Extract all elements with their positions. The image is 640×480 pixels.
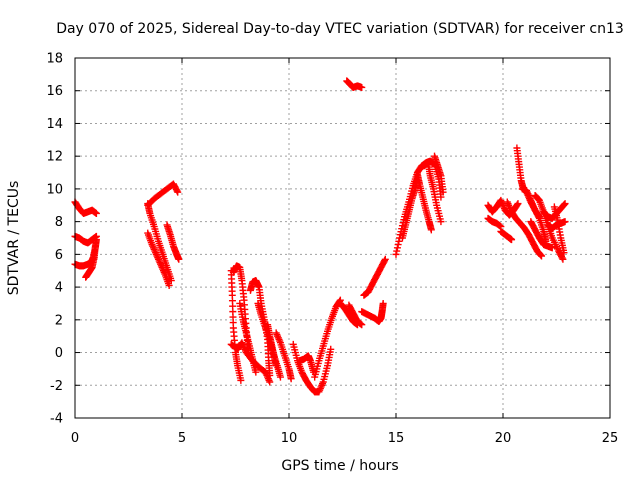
series-track xyxy=(540,200,569,222)
data-point xyxy=(393,244,401,252)
data-point xyxy=(548,244,556,252)
data-point xyxy=(439,188,447,196)
data-point xyxy=(92,236,100,244)
y-axis-label: SDTVAR / TECUs xyxy=(6,181,22,296)
data-point xyxy=(358,321,366,329)
series-track xyxy=(296,352,318,376)
y-tick-label: 18 xyxy=(46,52,63,67)
y-tick-label: 2 xyxy=(55,313,63,328)
data-point xyxy=(393,247,401,255)
series-track xyxy=(497,227,516,244)
data-point xyxy=(559,255,567,263)
data-point xyxy=(437,193,445,201)
series-track xyxy=(229,262,252,357)
data-point xyxy=(561,218,569,226)
data-point xyxy=(513,201,521,209)
data-point xyxy=(381,257,389,265)
data-point xyxy=(381,255,389,263)
data-point xyxy=(276,373,284,381)
data-points xyxy=(71,77,569,396)
series-track xyxy=(398,175,421,242)
series-track xyxy=(71,198,100,217)
y-tick-label: 14 xyxy=(46,117,63,132)
chart-title: Day 070 of 2025, Sidereal Day-to-day VTE… xyxy=(56,21,624,37)
data-point xyxy=(558,254,566,262)
series-track xyxy=(550,203,568,257)
y-tick-labels: -4 -2 0 2 4 6 8 10 12 14 16 18 xyxy=(46,52,63,427)
x-axis-label: GPS time / hours xyxy=(281,458,398,474)
series-track xyxy=(144,229,173,289)
y-tick-label: 8 xyxy=(55,215,63,230)
data-point xyxy=(561,200,569,208)
series-track xyxy=(272,329,295,383)
data-point xyxy=(237,376,245,384)
data-point xyxy=(91,242,99,250)
plot-frame xyxy=(74,57,611,419)
data-point xyxy=(537,251,545,259)
data-point xyxy=(560,249,568,257)
series-track xyxy=(163,221,183,263)
series-track xyxy=(420,159,445,226)
x-tick-label: 25 xyxy=(602,431,619,446)
data-point xyxy=(427,226,435,234)
series-track xyxy=(484,196,522,219)
y-tick-label: -2 xyxy=(50,379,63,394)
series-track xyxy=(71,232,100,247)
series-track xyxy=(360,255,389,299)
x-tick-labels: 0 5 10 15 20 25 xyxy=(71,431,618,446)
y-tick-label: 4 xyxy=(55,281,63,296)
data-point xyxy=(394,241,402,249)
series-track xyxy=(82,242,99,281)
data-point xyxy=(92,209,100,217)
data-point xyxy=(165,281,173,289)
data-point xyxy=(379,299,387,307)
series-track xyxy=(527,218,556,252)
x-tick-label: 15 xyxy=(388,431,405,446)
y-tick-label: 10 xyxy=(46,182,63,197)
data-point xyxy=(508,236,516,244)
data-point xyxy=(514,200,522,208)
data-point xyxy=(358,83,366,91)
data-point xyxy=(173,187,181,195)
data-point xyxy=(252,368,260,376)
y-tick-label: 12 xyxy=(46,150,63,165)
data-point xyxy=(395,237,403,245)
x-tick-label: 0 xyxy=(71,431,79,446)
series-track xyxy=(343,77,366,91)
x-tick-label: 10 xyxy=(281,431,298,446)
data-point xyxy=(287,375,295,383)
data-point xyxy=(272,362,280,370)
series-track xyxy=(144,180,182,209)
data-point xyxy=(535,213,543,221)
data-point xyxy=(266,371,274,379)
data-point xyxy=(560,200,568,208)
data-point xyxy=(175,255,183,263)
x-tick-label: 20 xyxy=(495,431,512,446)
x-tick-label: 5 xyxy=(178,431,186,446)
series-track xyxy=(345,301,366,329)
data-point xyxy=(174,188,182,196)
series-track xyxy=(484,214,505,231)
series-track xyxy=(311,296,344,381)
series-track xyxy=(358,299,387,325)
data-point xyxy=(392,250,400,258)
data-point xyxy=(266,378,274,386)
y-tick-label: 16 xyxy=(46,84,63,99)
series-track xyxy=(431,152,447,196)
data-point xyxy=(437,218,445,226)
data-point xyxy=(327,345,335,353)
y-tick-label: 6 xyxy=(55,248,63,263)
series-track xyxy=(236,299,260,376)
series-track xyxy=(289,340,335,396)
series-track xyxy=(503,198,546,260)
y-tick-label: -4 xyxy=(50,412,63,427)
series-track xyxy=(413,170,435,234)
y-tick-label: 0 xyxy=(55,346,63,361)
data-point xyxy=(538,252,546,260)
series-track xyxy=(264,321,280,370)
